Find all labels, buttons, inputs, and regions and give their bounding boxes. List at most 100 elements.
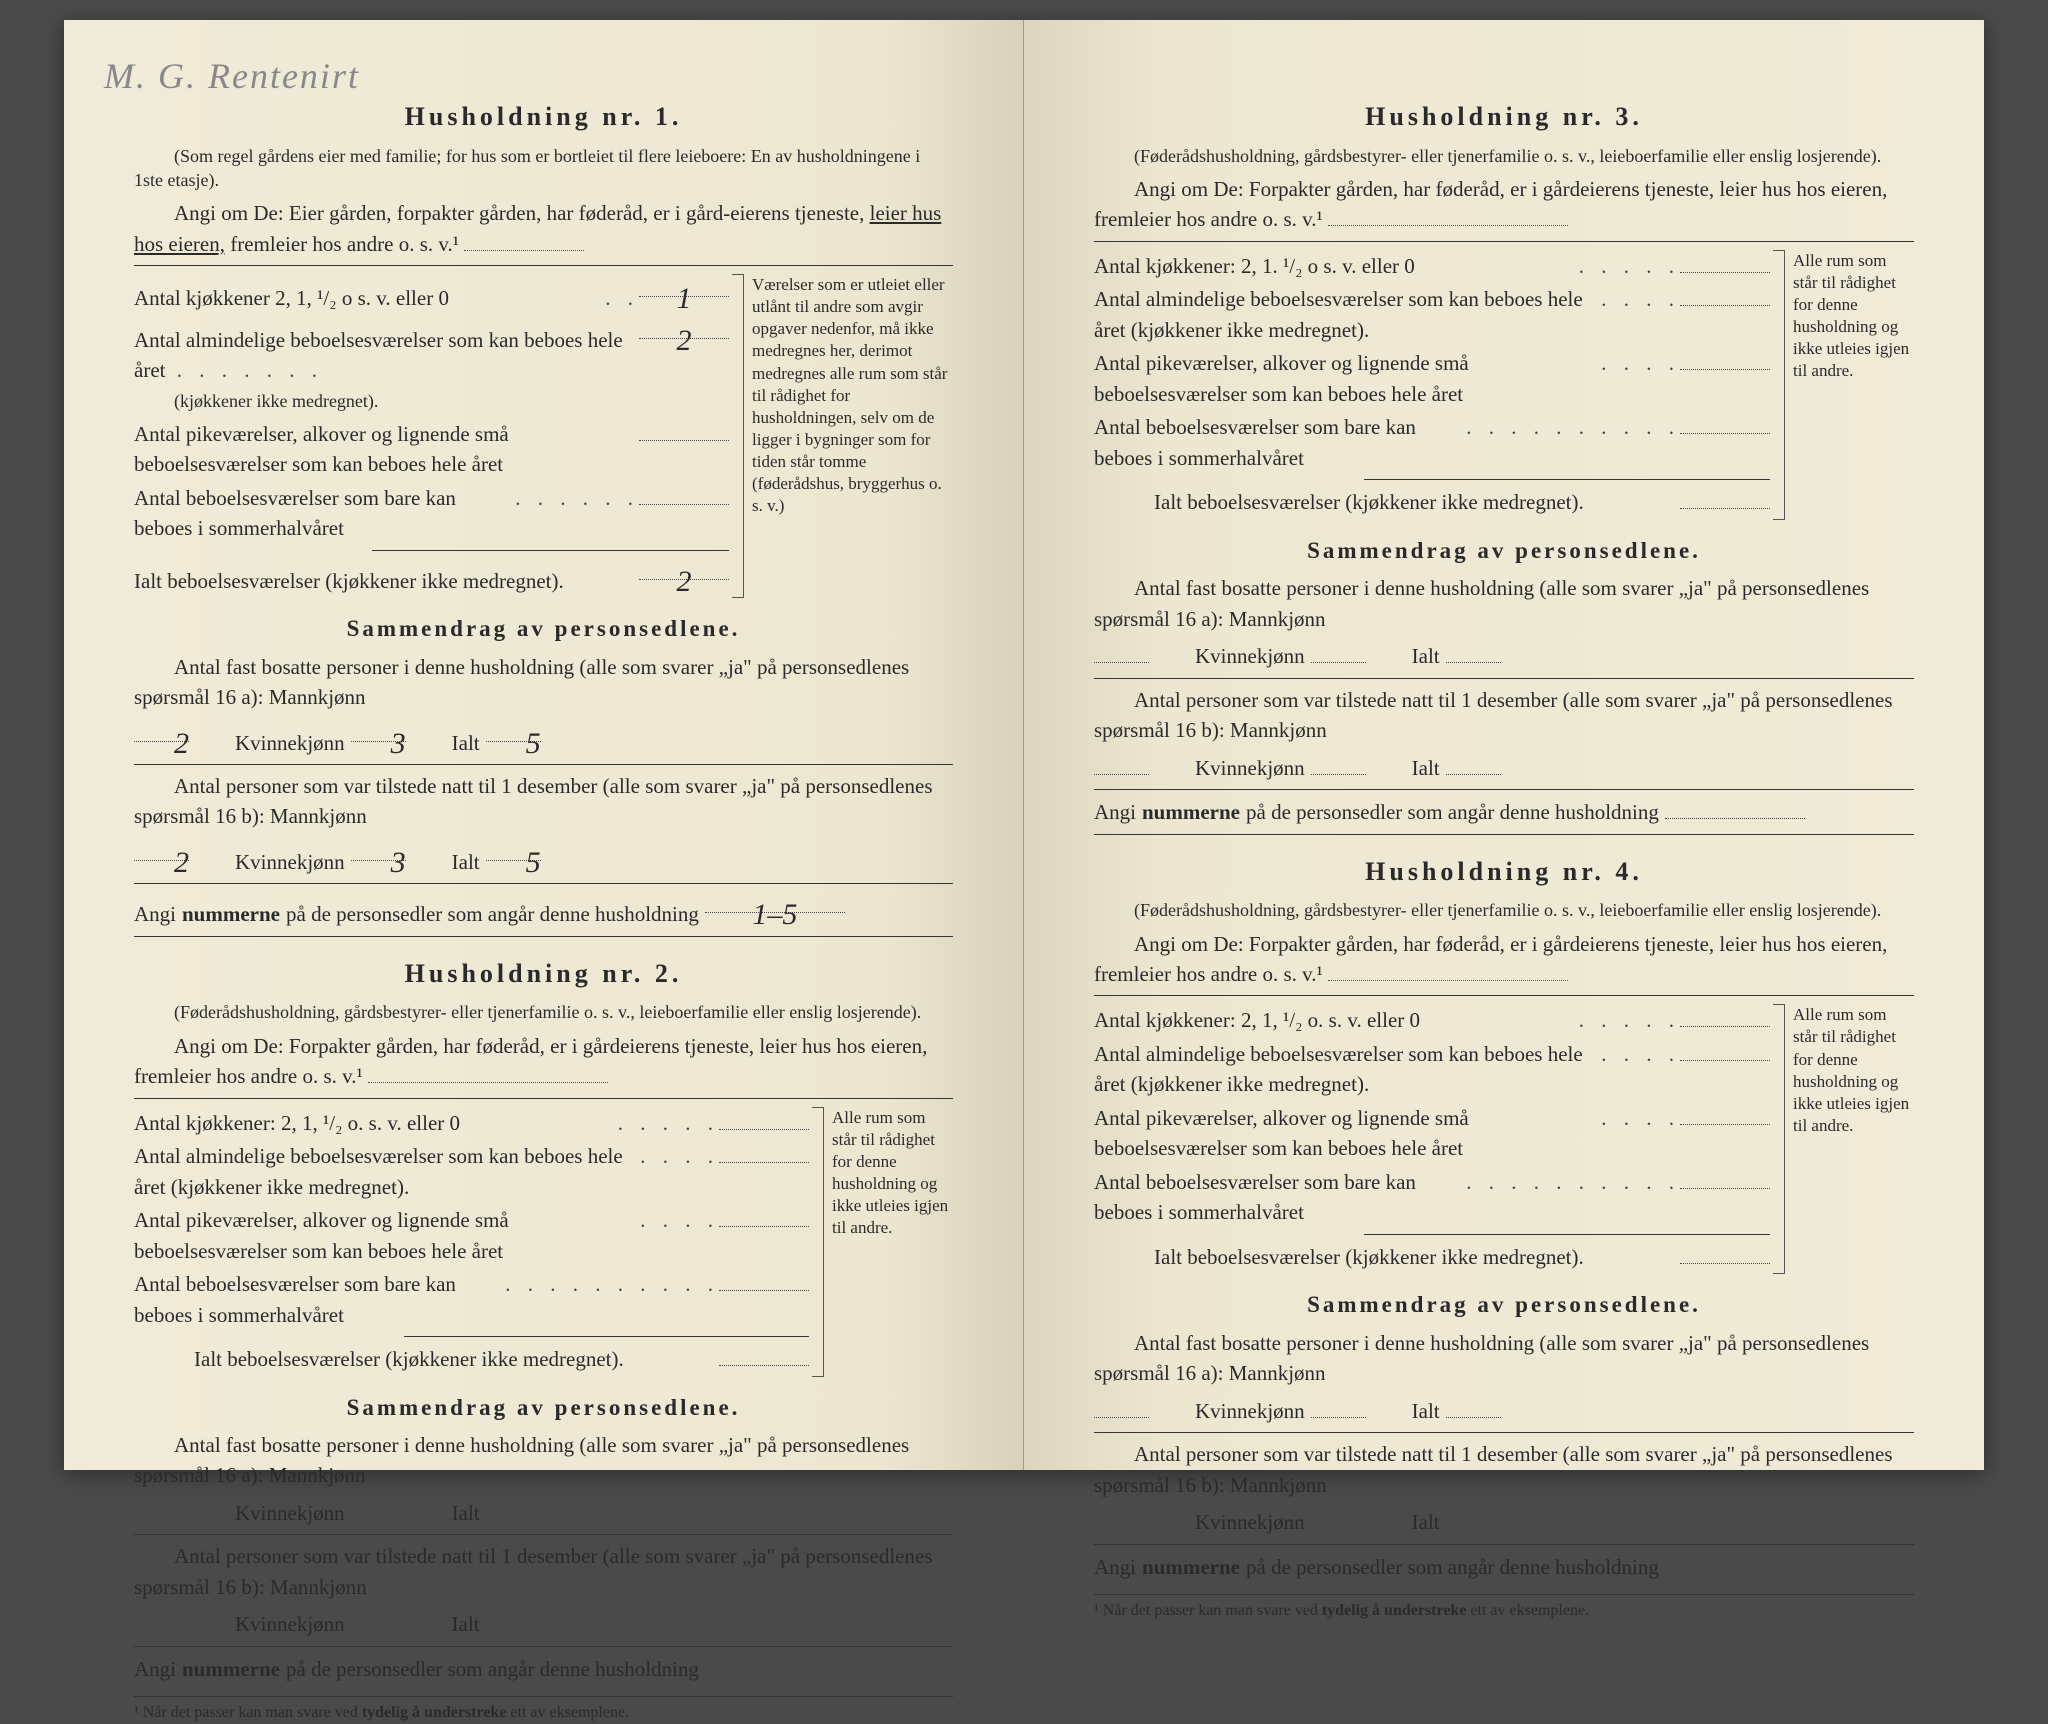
blank[interactable] <box>1680 411 1770 434</box>
fast-line-1: Antal fast bosatte personer i denne hush… <box>134 652 953 758</box>
angi-blank[interactable] <box>464 230 584 251</box>
household-3-title: Husholdning nr. 3. <box>1094 98 1914 136</box>
blank[interactable] <box>1094 640 1149 663</box>
text: Angi <box>1094 797 1136 827</box>
blank[interactable] <box>1680 347 1770 370</box>
fast-k: 3 <box>391 727 406 760</box>
fast-ialt-blank[interactable]: 5 <box>486 719 541 742</box>
row-ialt: Ialt beboelsesværelser (kjøkkener ikke m… <box>1094 486 1770 518</box>
dots: . . . . <box>1601 1039 1680 1069</box>
tilstede-ialt-blank[interactable]: 5 <box>486 838 541 861</box>
blank[interactable] <box>1680 486 1770 509</box>
sidenote-1: Værelser som er utleiet eller utlånt til… <box>743 274 953 598</box>
blank[interactable] <box>1094 1395 1149 1418</box>
blank[interactable] <box>486 1497 541 1520</box>
label: Antal almindelige beboelsesværelser som … <box>1094 1039 1601 1100</box>
kjokkener-val: 1 <box>677 282 692 315</box>
rooms-main: Antal kjøkkener: 2, 1. ¹/₂ o s. v. eller… <box>1094 250 1770 520</box>
fast-m-blank[interactable]: 2 <box>134 719 189 742</box>
tilstede-text: Antal personer som var tilstede natt til… <box>134 771 953 832</box>
blank[interactable] <box>1446 1506 1501 1529</box>
blank[interactable] <box>486 1608 541 1631</box>
row-sommer: Antal beboelsesværelser som bare kan beb… <box>1094 1166 1770 1228</box>
tilstede-m: 2 <box>174 846 189 879</box>
blank[interactable] <box>719 1343 809 1366</box>
blank[interactable] <box>1094 1506 1149 1529</box>
blank[interactable] <box>1446 640 1501 663</box>
household-4-subnote: (Føderådshusholdning, gårdsbestyrer- ell… <box>1094 898 1914 922</box>
divider <box>1094 995 1914 996</box>
angi-blank[interactable] <box>1328 960 1568 981</box>
dots: . . . . . . . . . . <box>1466 412 1680 442</box>
angi-blank[interactable] <box>1328 205 1568 226</box>
household-2-rooms: Antal kjøkkener: 2, 1, ¹/₂ o. s. v. elle… <box>134 1107 953 1377</box>
almindelige-label: Antal almindelige beboelsesværelser som … <box>134 325 639 416</box>
k-label: Kvinnekjønn <box>1155 753 1305 783</box>
almindelige-blank[interactable]: 2 <box>639 316 729 339</box>
blank[interactable] <box>1680 1241 1770 1264</box>
blank[interactable] <box>1311 1395 1366 1418</box>
fast-ialt: 5 <box>526 727 541 760</box>
nummerne-line-4: Angi nummerne på de personsedler som ang… <box>1094 1551 1914 1583</box>
tilstede-text: Antal personer som var tilstede natt til… <box>1094 1439 1914 1500</box>
blank[interactable] <box>719 1140 809 1163</box>
household-2-title: Husholdning nr. 2. <box>134 955 953 993</box>
tilstede-text: Antal personer som var tilstede natt til… <box>134 1541 953 1602</box>
k-label: Kvinnekjønn <box>1155 641 1305 671</box>
nummerne-blank[interactable]: 1–5 <box>705 890 845 913</box>
blank[interactable] <box>1094 751 1149 774</box>
blank[interactable] <box>719 1268 809 1291</box>
blank[interactable] <box>1680 1038 1770 1061</box>
almindelige-sub: (kjøkkener ikke medregnet). <box>134 391 378 411</box>
divider <box>1364 479 1770 480</box>
blank[interactable] <box>1680 1166 1770 1189</box>
blank[interactable] <box>1446 1395 1501 1418</box>
dots: . . . . . . <box>515 483 639 513</box>
label: Ialt beboelsesværelser (kjøkkener ikke m… <box>1094 487 1680 517</box>
dots: . . . . . . . . . . <box>505 1269 719 1299</box>
nummerne-text2: på de personsedler som angår denne husho… <box>286 899 699 929</box>
fast-line-4: Antal fast bosatte personer i denne hush… <box>1094 1328 1914 1426</box>
blank[interactable] <box>1680 1004 1770 1027</box>
text2: på de personsedler som angår denne husho… <box>286 1654 699 1684</box>
blank[interactable] <box>1446 751 1501 774</box>
blank[interactable] <box>1665 796 1805 819</box>
pike-blank[interactable] <box>639 418 729 441</box>
dots: . . . . . . . . . . <box>1466 1167 1680 1197</box>
blank[interactable] <box>1311 1506 1366 1529</box>
blank[interactable] <box>1680 250 1770 273</box>
blank[interactable] <box>719 1204 809 1227</box>
household-1-angi: Angi om De: Eier gården, forpakter gårde… <box>134 198 953 259</box>
blank[interactable] <box>1665 1551 1805 1574</box>
blank[interactable] <box>134 1497 189 1520</box>
tilstede-text: Antal personer som var tilstede natt til… <box>1094 685 1914 746</box>
row-sommer: Antal beboelsesværelser som bare kan beb… <box>134 1268 809 1330</box>
blank[interactable] <box>1311 751 1366 774</box>
footnote-suffix: ett av eksemplene. <box>510 1704 629 1721</box>
angi-blank[interactable] <box>368 1062 608 1083</box>
blank[interactable] <box>1311 640 1366 663</box>
sommer-blank[interactable] <box>639 482 729 505</box>
household-4-title: Husholdning nr. 4. <box>1094 853 1914 891</box>
blank[interactable] <box>719 1107 809 1130</box>
blank[interactable] <box>1680 283 1770 306</box>
kjokkener-blank[interactable]: 1 <box>639 274 729 297</box>
blank[interactable] <box>134 1608 189 1631</box>
fast-k-blank[interactable]: 3 <box>351 719 406 742</box>
ialt-label: Ialt beboelsesværelser (kjøkkener ikke m… <box>134 566 639 596</box>
blank[interactable] <box>351 1497 406 1520</box>
k-label: Kvinnekjønn <box>195 1498 345 1528</box>
label: Antal beboelsesværelser som bare kan beb… <box>1094 1167 1466 1228</box>
bold: nummerne <box>182 1654 280 1684</box>
ialt-blank[interactable]: 2 <box>639 557 729 580</box>
blank[interactable] <box>705 1653 845 1676</box>
tilstede-line-2: Antal personer som var tilstede natt til… <box>134 1541 953 1639</box>
tilstede-m-blank[interactable]: 2 <box>134 838 189 861</box>
blank[interactable] <box>351 1608 406 1631</box>
ialt-label: Ialt <box>1372 753 1440 783</box>
blank[interactable] <box>1680 1102 1770 1125</box>
page-left: M. G. Rentenirt Husholdning nr. 1. (Som … <box>64 20 1024 1470</box>
k-label: Kvinnekjønn <box>195 1609 345 1639</box>
tilstede-k-blank[interactable]: 3 <box>351 838 406 861</box>
divider <box>134 265 953 266</box>
